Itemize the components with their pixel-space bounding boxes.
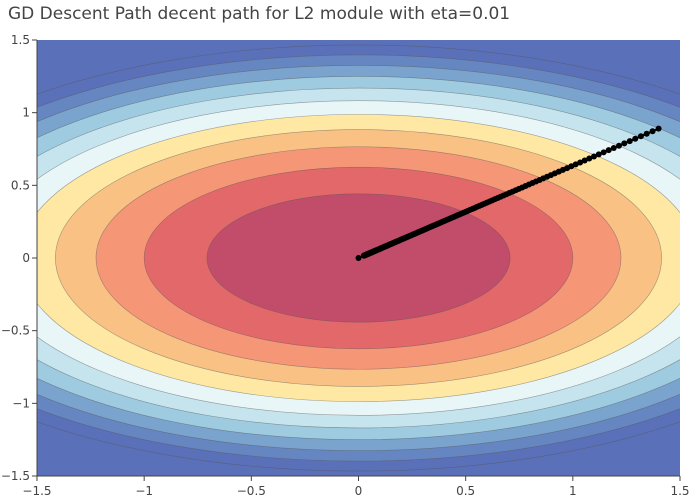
contour-group bbox=[37, 40, 680, 476]
y-tick-label: 1 bbox=[22, 106, 30, 120]
x-tick-label: 1 bbox=[569, 484, 577, 498]
descent-point bbox=[590, 153, 597, 160]
y-tick-label: 0 bbox=[22, 251, 30, 265]
descent-point bbox=[355, 255, 362, 261]
descent-point bbox=[595, 151, 602, 158]
y-tick-label: −0.5 bbox=[1, 324, 30, 338]
descent-point bbox=[615, 142, 622, 149]
x-tick-label: −1 bbox=[135, 484, 153, 498]
descent-point bbox=[655, 125, 662, 132]
descent-point bbox=[649, 128, 656, 135]
descent-point bbox=[360, 252, 367, 259]
x-tick-label: −0.5 bbox=[237, 484, 266, 498]
x-tick-label: 1.5 bbox=[670, 484, 689, 498]
x-tick-label: 0.5 bbox=[456, 484, 475, 498]
descent-point bbox=[637, 133, 644, 140]
descent-point bbox=[605, 147, 612, 154]
descent-point bbox=[643, 130, 650, 137]
x-tick-label: −1.5 bbox=[22, 484, 51, 498]
y-tick-label: −1 bbox=[12, 396, 30, 410]
x-tick-label: 0 bbox=[355, 484, 363, 498]
chart-title: GD Descent Path decent path for L2 modul… bbox=[8, 4, 511, 24]
y-tick-label: −1.5 bbox=[1, 469, 30, 483]
descent-point bbox=[632, 135, 639, 142]
descent-point bbox=[600, 149, 607, 156]
descent-point bbox=[626, 138, 633, 145]
descent-point bbox=[581, 157, 588, 164]
descent-point bbox=[610, 144, 617, 151]
y-tick-label: 0.5 bbox=[11, 178, 30, 192]
descent-path bbox=[355, 125, 662, 261]
descent-point bbox=[621, 140, 628, 147]
y-tick-label: 1.5 bbox=[11, 33, 30, 47]
descent-point bbox=[586, 155, 593, 162]
